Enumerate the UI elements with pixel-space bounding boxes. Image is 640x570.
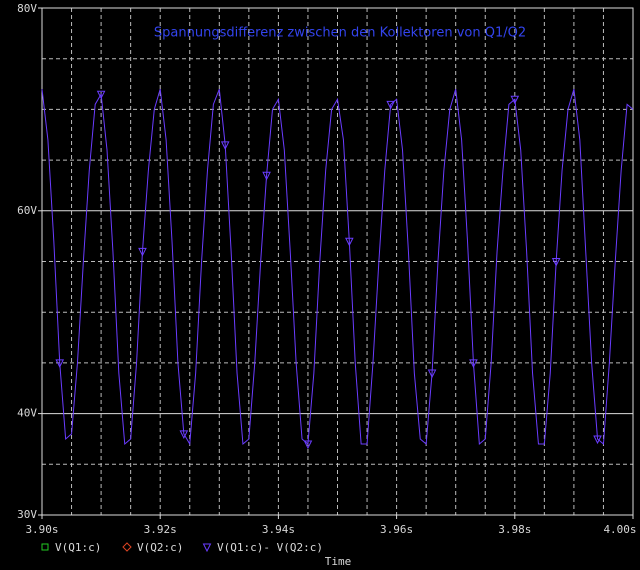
data-marker [96,90,106,100]
data-marker [303,440,313,450]
data-marker [220,141,230,151]
x-tick-label: 4.00s [603,523,636,536]
x-tick-label: 3.96s [380,523,413,536]
data-marker [179,430,189,439]
data-marker [510,95,520,105]
plot-frame [41,7,634,516]
x-tick-label: 3.98s [498,523,531,536]
legend-label: V(Q1:c) [55,541,101,554]
legend-marker [202,543,212,553]
data-marker [469,359,478,369]
data-marker [427,369,437,379]
y-tick-label: 30V [17,508,37,521]
x-axis-label: Time [325,555,352,568]
x-tick-label: 3.92s [144,523,177,536]
y-tick-label: 60V [17,204,37,217]
data-marker [262,171,271,181]
data-marker [593,435,602,445]
data-marker [386,100,395,110]
chart-title: Spannungsdifferenz zwischen den Kollekto… [154,26,526,41]
y-tick-label: 40V [17,407,37,420]
legend-label: V(Q2:c) [137,541,183,554]
x-tick-label: 3.90s [25,523,58,536]
legend-marker [122,542,132,552]
data-marker [138,247,147,257]
data-line [41,88,634,446]
x-tick-label: 3.94s [262,523,295,536]
legend-label: V(Q1:c)- V(Q2:c) [217,541,323,554]
y-tick-label: 80V [17,2,37,15]
data-marker [551,258,561,267]
data-marker [55,359,65,369]
legend-marker [41,543,49,551]
data-marker [345,237,354,247]
